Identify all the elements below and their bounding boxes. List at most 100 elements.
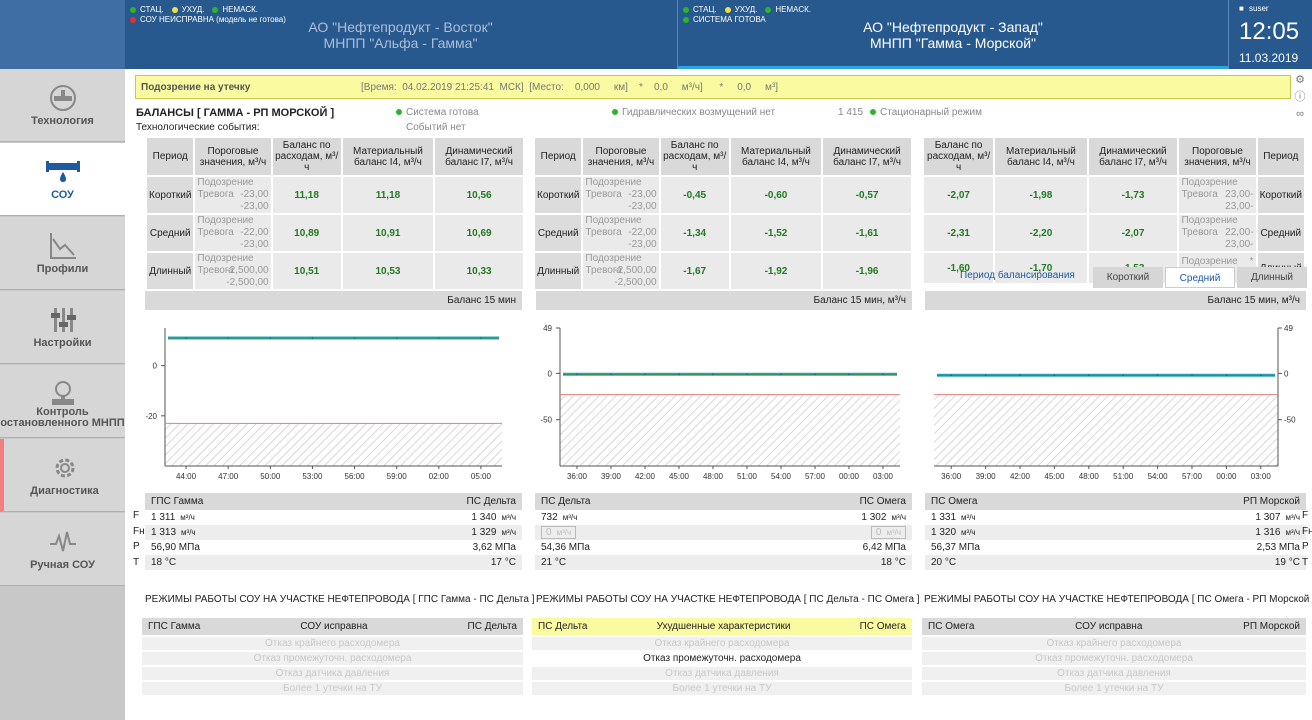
period-option[interactable]: Средний bbox=[1165, 267, 1235, 288]
x-tick-label: 42:00 bbox=[1010, 472, 1031, 481]
param-value: 56,90 МПа bbox=[151, 542, 200, 553]
x-tick-label: 44:00 bbox=[176, 472, 197, 481]
threshold-values: Подозрение -23,00 Тревога -23,00 bbox=[1181, 177, 1253, 212]
data-point bbox=[712, 373, 714, 376]
threshold-alarm: Тревога -2,500,00 bbox=[197, 265, 268, 288]
param-value: 1 331 м³/ч bbox=[931, 512, 976, 523]
status-dot bbox=[870, 109, 876, 116]
sidebar-item-5[interactable]: Диагностика bbox=[0, 439, 125, 512]
data-point bbox=[1260, 374, 1262, 377]
modes-title: РЕЖИМЫ РАБОТЫ СОУ НА УЧАСТКЕ НЕФТЕПРОВОД… bbox=[536, 594, 920, 605]
col-header: Динамический баланс I7, м³/ч bbox=[823, 138, 911, 175]
x-tick-label: 48:00 bbox=[1079, 472, 1100, 481]
station-to: ПС Омега bbox=[859, 621, 906, 632]
period-cell: Короткий bbox=[147, 177, 194, 213]
flow-balance-value: 10,51 bbox=[272, 253, 341, 289]
param-section: ПС Дельта ПС Омега 732 м³/ч 1 302 м³/ч 0 м³/ч 0 м… bbox=[535, 493, 912, 570]
col-header: Период bbox=[535, 138, 582, 175]
user-name[interactable]: suser bbox=[1249, 4, 1269, 13]
station-to: ПС Дельта bbox=[466, 496, 516, 507]
legend-item: СИСТЕМА ГОТОВА bbox=[683, 15, 766, 25]
x-tick-label: 36:00 bbox=[567, 472, 588, 481]
y-tick-label: 49 bbox=[543, 324, 552, 333]
threshold-suspect: Подозрение -2,500,00 bbox=[197, 253, 268, 276]
sliders-icon bbox=[0, 305, 125, 335]
threshold-cell: Подозрение -23,00 Тревога -23,00 bbox=[195, 177, 271, 213]
modes-header: ПС Дельта Ухудшенные характеристики ПС Оме… bbox=[532, 618, 912, 635]
station-from: ПС Омега bbox=[928, 621, 975, 632]
status-dot bbox=[130, 16, 136, 23]
info-icon[interactable]: ⓘ bbox=[1294, 91, 1306, 103]
x-tick-label: 51:00 bbox=[737, 472, 758, 481]
col-header: Материальный баланс I4, м³/ч bbox=[342, 138, 434, 175]
sidebar-item-4[interactable]: Контроль остановленного МНПП bbox=[0, 365, 125, 438]
alarm-value: -2,500,00 bbox=[226, 277, 269, 288]
balance-chart-3: 49 0 -50 36:00 39:00 42:00 45:00 48:00 51:00 54:0… bbox=[934, 324, 1296, 481]
legend-row: СТАЦ. УХУД. НЕМАСК. bbox=[130, 5, 286, 15]
data-point bbox=[610, 373, 612, 376]
status-legend: СТАЦ. УХУД. НЕМАСК. СИСТЕМА ГОТОВА bbox=[683, 5, 811, 25]
mode-item: Отказ крайнего расходомера bbox=[532, 637, 912, 650]
data-point bbox=[984, 374, 987, 377]
param-value: 6,42 МПа bbox=[862, 542, 906, 553]
pipeline-panel-east[interactable]: СТАЦ. УХУД. НЕМАСК. СОУ НЕИСПРАВНА (модель … bbox=[125, 0, 676, 69]
x-tick-label: 02:00 bbox=[429, 472, 450, 481]
mode-item: Отказ датчика давления bbox=[532, 667, 912, 680]
status-dot bbox=[612, 109, 618, 116]
status-legend: СТАЦ. УХУД. НЕМАСК. СОУ НЕИСПРАВНА (модель … bbox=[130, 5, 286, 25]
sidebar-item-2[interactable]: Профили bbox=[0, 217, 125, 290]
settings-icon[interactable]: ⚙ bbox=[1295, 74, 1305, 86]
period-option[interactable]: Короткий bbox=[1093, 267, 1163, 288]
param-value: 19 °C bbox=[1274, 557, 1300, 568]
alarm-zone bbox=[560, 394, 900, 466]
pipeline-panel-west[interactable]: СТАЦ. УХУД. НЕМАСК. СИСТЕМА ГОТОВА АО "Нефт… bbox=[677, 0, 1228, 69]
data-point bbox=[395, 337, 398, 339]
threshold-alarm: Тревога -2,500,00 bbox=[585, 265, 656, 288]
modes-header: ГПС Гамма СОУ исправна ПС Дельта bbox=[142, 618, 523, 635]
data-point bbox=[227, 337, 229, 339]
modes-section: ПС Дельта Ухудшенные характеристики ПС Оме… bbox=[532, 618, 912, 695]
sidebar-item-6[interactable]: Ручная СОУ bbox=[0, 513, 125, 586]
table-row: Длинный Подозрение -2,500,00 Тревога -2,500,… bbox=[535, 253, 911, 289]
sidebar-item-0[interactable]: Технология bbox=[0, 69, 125, 142]
y-tick-label: 0 bbox=[548, 369, 553, 378]
x-tick-label: 54:00 bbox=[1148, 472, 1169, 481]
suspect-value: -23,00 bbox=[240, 189, 269, 200]
threshold-suspect: Подозрение -2,500,00 bbox=[585, 253, 656, 276]
threshold-values: Подозрение -2,500,00 Тревога -2,500,00 bbox=[197, 253, 268, 288]
legend-item: СТАЦ. bbox=[683, 5, 717, 15]
sou-state: СОУ исправна bbox=[1075, 621, 1143, 632]
alarm-zone bbox=[934, 394, 1278, 466]
data-point bbox=[644, 373, 646, 376]
modes-title: РЕЖИМЫ РАБОТЫ СОУ НА УЧАСТКЕ НЕФТЕПРОВОД… bbox=[145, 594, 535, 605]
flow-balance-value: 10,89 bbox=[272, 215, 341, 251]
param-value: 17 °C bbox=[490, 557, 516, 568]
table-row: Средний Подозрение -22,00 Тревога -23,00 -1,3… bbox=[535, 215, 911, 251]
mode-item: Более 1 утечки на ТУ bbox=[922, 682, 1306, 695]
sidebar-item-1[interactable]: СОУ bbox=[0, 143, 125, 216]
col-header: Период bbox=[147, 138, 194, 175]
data-point bbox=[882, 373, 884, 376]
alarm-value: -23,00 bbox=[240, 239, 269, 250]
period-cell: Длинный bbox=[147, 253, 194, 289]
status-dot bbox=[130, 6, 136, 13]
clock: 12:05 bbox=[1239, 18, 1300, 45]
col-header: Баланс по расходам, м³/ч bbox=[924, 138, 994, 175]
sidebar-item-3[interactable]: Настройки bbox=[0, 291, 125, 364]
flow-balance-value: -1,67 bbox=[660, 253, 729, 289]
x-tick-label: 00:00 bbox=[1216, 472, 1237, 481]
alarm-label: Тревога bbox=[585, 227, 622, 238]
glasses-icon[interactable]: ∞ bbox=[1296, 108, 1304, 120]
mat-balance-value: 11,18 bbox=[342, 177, 434, 213]
flow-balance-value: -1,60 bbox=[924, 253, 994, 283]
period-option[interactable]: Длинный bbox=[1237, 267, 1307, 288]
balance-chart-1: 0 -20 44:00 47:00 50:00 53:00 56:00 59:00 02:00 0… bbox=[145, 328, 502, 481]
param-value: 1 307 м³/ч bbox=[1255, 512, 1300, 523]
mode-item: Отказ промежуточн. расходомера bbox=[142, 652, 523, 665]
suspect-label: Подозрение bbox=[585, 177, 642, 188]
x-tick-label: 50:00 bbox=[260, 472, 281, 481]
alert-details: [Время: 04.02.2019 21:25:41 МСК] [Место:… bbox=[361, 82, 778, 93]
param-value: 0 м³/ч bbox=[870, 526, 906, 539]
status-system: Система готова bbox=[396, 107, 479, 118]
status-stationary: Стационарный режим bbox=[870, 107, 982, 118]
